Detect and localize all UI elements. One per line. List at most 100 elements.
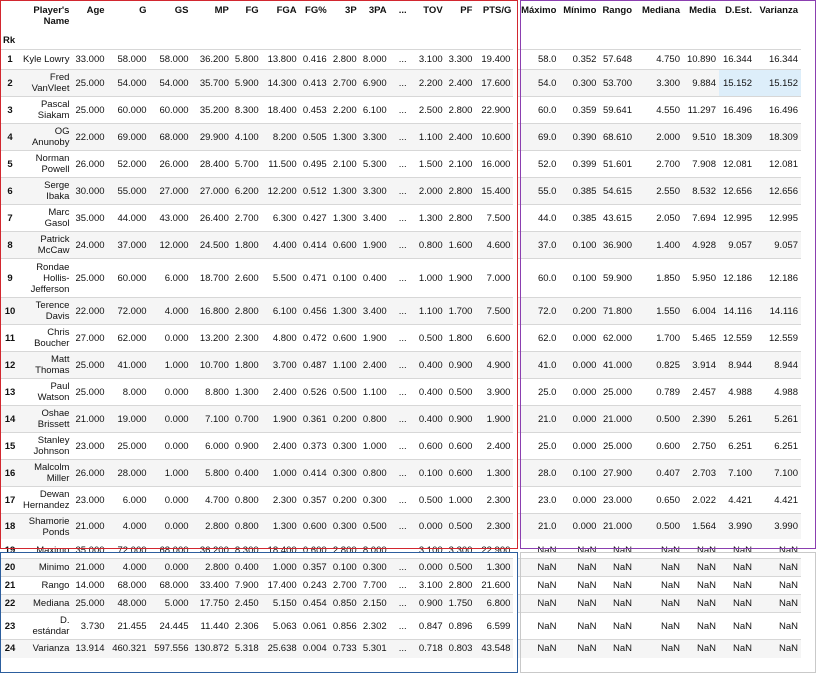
table-cell: 0.487 (299, 351, 330, 379)
table-cell: 28.000 (107, 459, 150, 487)
table-cell: 26.000 (72, 459, 108, 487)
table-cell: 0.100 (559, 459, 600, 487)
table-cell: 62.000 (602, 332, 632, 344)
table-cell: 5.150 (261, 594, 300, 613)
player-name-cell: Fred VanVleet (20, 69, 73, 97)
table-cell: 0.456 (299, 297, 330, 325)
table-cell: 0.300 (332, 440, 357, 452)
table-cell: 13.800 (267, 54, 297, 65)
table-cell: 24.445 (159, 620, 189, 632)
table-cell: NaN (599, 594, 635, 613)
table-cell: 27.000 (149, 177, 192, 205)
table-cell: ... (389, 351, 410, 379)
table-cell: 8.300 (234, 544, 259, 556)
table-cell: ... (389, 69, 410, 97)
table-cell: 33.400 (199, 580, 229, 591)
table-cell: 2.100 (332, 158, 357, 170)
player-name-cell: Pascal Siakam (37, 99, 70, 121)
table-cell: 2.400 (486, 440, 511, 452)
table-cell: 3.400 (362, 212, 387, 224)
table-cell: 7.900 (234, 580, 259, 591)
table-cell: 60.000 (117, 272, 147, 284)
table-cell: 57.648 (602, 54, 632, 65)
table-row: 5 Norman Powell 26.000 52.000 26.000 28.400 5.… (0, 150, 801, 178)
table-cell: 1.300 (329, 297, 360, 325)
table-cell: 6.004 (683, 297, 719, 325)
table-cell: 5.261 (755, 405, 801, 433)
table-cell: 58.000 (159, 54, 189, 65)
row-index: 20 (0, 558, 20, 577)
row-index: 22 (0, 594, 20, 613)
table-cell: 1.700 (445, 297, 476, 325)
table-cell: 0.413 (299, 69, 330, 97)
table-cell: 12.995 (768, 212, 798, 224)
table-cell: 4.400 (261, 231, 300, 259)
table-cell: 25.000 (117, 440, 147, 452)
table-cell: 1.300 (332, 212, 357, 224)
table-cell: 0.825 (635, 351, 683, 379)
table-cell: 18.700 (199, 272, 229, 284)
table-cell: 12.559 (722, 332, 752, 344)
table-cell: 72.000 (107, 297, 150, 325)
table-cell: 1.300 (418, 212, 443, 224)
table-cell: 0.407 (635, 459, 683, 487)
table-cell: 1.300 (475, 558, 516, 577)
table-cell: 0.000 (149, 513, 192, 541)
table-cell: 1.300 (329, 123, 360, 151)
table-cell: 18.400 (267, 104, 297, 116)
table-cell: 0.526 (302, 386, 327, 398)
row-index: 15 (4, 440, 16, 452)
table-cell: 2.000 (635, 123, 683, 151)
table-cell: 1.700 (656, 332, 680, 344)
row-index: 2 (0, 69, 20, 97)
table-cell: 69.0 (513, 123, 560, 151)
table-cell: 4.421 (728, 494, 752, 506)
table-cell: 0.600 (299, 513, 330, 541)
table-cell: 3.700 (261, 351, 300, 379)
table-cell: 0.243 (302, 580, 327, 591)
table-cell: 8.532 (683, 177, 719, 205)
table-cell: NaN (559, 639, 600, 658)
table-cell: 30.000 (72, 177, 108, 205)
table-cell: 5.318 (231, 639, 262, 658)
table-cell: 51.601 (602, 158, 632, 170)
table-cell: NaN (577, 544, 597, 556)
table-cell: 0.471 (302, 272, 327, 284)
row-index: 18 (0, 513, 20, 541)
table-cell: 5.900 (231, 69, 262, 97)
table-cell: 7.908 (692, 158, 716, 170)
table-cell: 44.0 (513, 204, 560, 232)
table-cell: 0.512 (299, 177, 330, 205)
table-row: 2 Fred VanVleet 25.000 54.000 54.000 35.700 5.… (0, 69, 801, 97)
table-cell: 59.900 (602, 272, 632, 284)
player-name-cell: Dewan Hernandez (23, 489, 70, 511)
table-cell: 0.300 (329, 513, 360, 541)
table-cell: 68.000 (149, 123, 192, 151)
table-cell: NaN (778, 620, 798, 632)
table-cell: 4.100 (231, 123, 262, 151)
table-cell: 15.152 (719, 69, 755, 97)
table-cell: 0.100 (329, 558, 360, 577)
table-cell: 23.0 (513, 486, 560, 514)
table-cell: 0.800 (234, 494, 259, 506)
table-cell: 3.100 (418, 580, 443, 591)
table-cell: 12.559 (768, 332, 798, 344)
table-cell: 72.000 (117, 544, 147, 556)
table-cell: ... (389, 558, 410, 577)
table-cell: 4.988 (728, 386, 752, 398)
table-cell: 16.000 (481, 158, 511, 170)
table-cell: 4.000 (149, 297, 192, 325)
table-cell: ... (389, 297, 410, 325)
table-cell: 5.950 (692, 272, 716, 284)
table-cell: 0.600 (332, 332, 357, 344)
table-cell: 1.400 (635, 231, 683, 259)
table-cell: 1.300 (329, 177, 360, 205)
table-cell: 17.750 (191, 594, 232, 613)
table-header: Player's Name Age G GS MP FG FGA FG% 3P 3PA... TOV… (0, 0, 801, 50)
table-cell: 0.300 (329, 459, 360, 487)
table-cell: 6.251 (728, 440, 752, 452)
table-cell: NaN (778, 544, 798, 556)
table-cell: 0.004 (299, 639, 330, 658)
table-cell: 19.400 (481, 54, 511, 65)
table-cell: NaN (559, 558, 600, 577)
